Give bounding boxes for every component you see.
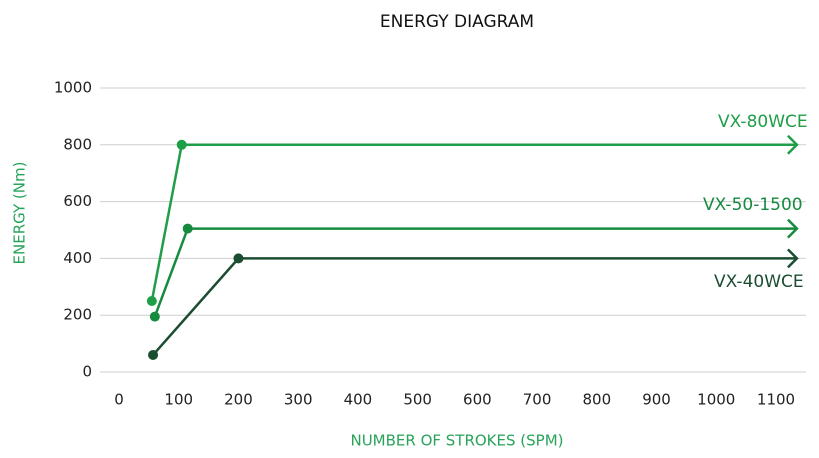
data-point [176,139,187,150]
x-tick-label: 200 [224,391,253,409]
series-line [153,227,797,318]
arrow-head [787,134,799,155]
y-tick-label: 600 [63,192,92,210]
y-tick-label: 200 [63,306,92,324]
x-tick-label: 300 [284,391,313,409]
x-tick-label: 800 [582,391,611,409]
series-line [150,143,797,302]
data-point [149,311,160,322]
arrow-head [787,248,799,269]
y-tick-label: 800 [63,135,92,153]
x-tick-label: 1000 [697,391,735,409]
x-tick-label: 1100 [757,391,795,409]
x-tick-label: 100 [164,391,193,409]
arrow-head [787,218,799,239]
y-axis-label: ENERGY (Nm) [11,162,29,265]
data-point [146,296,157,306]
series-label: VX-40WCE [714,272,804,292]
series-label: VX-50-1500 [703,195,803,215]
x-tick-label: 900 [642,391,671,409]
x-tick-label: 0 [114,391,124,409]
series-label: VX-80WCE [718,112,808,132]
x-tick-label: 400 [344,391,373,409]
x-axis-label: NUMBER OF STROKES (SPM) [350,432,563,450]
chart-title: ENERGY DIAGRAM [380,12,534,32]
series-line [152,257,797,356]
y-tick-label: 0 [82,363,92,381]
x-tick-label: 600 [463,391,492,409]
x-tick-label: 700 [523,391,552,409]
y-tick-label: 400 [63,249,92,267]
x-tick-label: 500 [403,391,432,409]
data-point [182,223,193,234]
data-point [148,349,159,360]
data-point [233,253,244,264]
y-tick-label: 1000 [54,79,92,97]
